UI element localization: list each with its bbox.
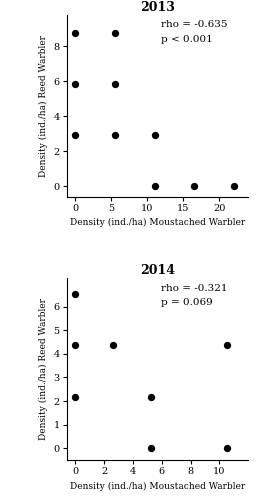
Point <box>73 341 77 349</box>
Point <box>111 341 115 349</box>
Point <box>113 131 117 139</box>
Point <box>73 80 77 88</box>
Point <box>232 182 236 190</box>
Point <box>73 30 77 38</box>
Title: 2014: 2014 <box>140 264 175 277</box>
Point <box>73 392 77 400</box>
Point <box>73 131 77 139</box>
Title: 2013: 2013 <box>140 1 175 14</box>
Point <box>149 392 153 400</box>
Point <box>113 30 117 38</box>
Point <box>225 341 229 349</box>
Y-axis label: Density (ind./ha) Reed Warbler: Density (ind./ha) Reed Warbler <box>39 298 48 440</box>
Point <box>225 444 229 452</box>
Point <box>113 80 117 88</box>
Text: rho = -0.321
p = 0.069: rho = -0.321 p = 0.069 <box>161 284 228 308</box>
Y-axis label: Density (ind./ha) Reed Warbler: Density (ind./ha) Reed Warbler <box>39 35 48 177</box>
Point <box>149 444 153 452</box>
X-axis label: Density (ind./ha) Moustached Warbler: Density (ind./ha) Moustached Warbler <box>70 482 245 490</box>
Text: rho = -0.635
p < 0.001: rho = -0.635 p < 0.001 <box>161 20 228 44</box>
Point <box>192 182 196 190</box>
Point <box>153 182 157 190</box>
X-axis label: Density (ind./ha) Moustached Warbler: Density (ind./ha) Moustached Warbler <box>70 218 245 228</box>
Point <box>73 290 77 298</box>
Point <box>153 131 157 139</box>
